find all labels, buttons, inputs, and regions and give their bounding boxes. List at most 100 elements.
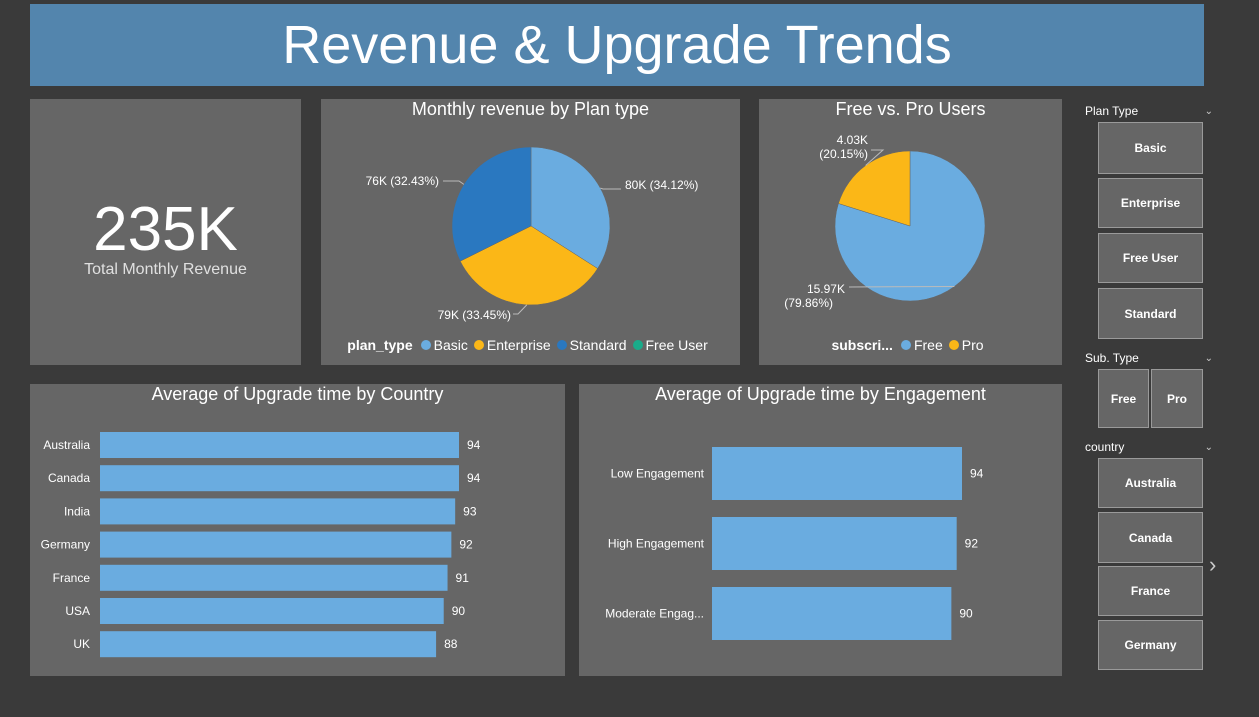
value-label: 88	[444, 637, 458, 651]
category-label: UK	[73, 637, 90, 651]
legend-label: Standard	[569, 337, 627, 353]
legend-title: plan_type	[347, 337, 413, 353]
slicer-header-country[interactable]: country ⌄	[1085, 440, 1215, 454]
chart-title: Free vs. Pro Users	[835, 99, 986, 119]
legend-item-enterprise[interactable]: Enterprise	[473, 337, 551, 353]
pie-chart-plan: 80K (34.12%) 79K (33.45%) 76K (32.43%)	[366, 146, 698, 322]
kpi-label: Total Monthly Revenue	[84, 261, 247, 278]
page-title: Revenue & Upgrade Trends	[282, 15, 952, 75]
data-label: 76K (32.43%)	[366, 174, 439, 188]
chart-revenue-by-plan[interactable]: Monthly revenue by Plan type 80K (34.12%…	[321, 99, 740, 365]
bar-australia[interactable]	[100, 432, 459, 458]
bar-france[interactable]	[100, 564, 448, 591]
leader-line	[513, 304, 528, 315]
slicer-option-basic[interactable]: Basic	[1098, 122, 1203, 174]
data-label: (79.86%)	[784, 296, 833, 310]
bar-chart-country: Australia 94 Canada 94 India 93 Germany 92 Franc…	[41, 432, 481, 658]
slicer-option-france[interactable]: France	[1098, 566, 1203, 616]
legend-dot	[900, 340, 911, 350]
kpi-card-total-revenue[interactable]: 235K Total Monthly Revenue	[30, 99, 301, 365]
slicer-option-free[interactable]: Free	[1098, 369, 1149, 428]
slicer-option-free-user[interactable]: Free User	[1098, 233, 1203, 283]
chevron-right-icon[interactable]: ›	[1209, 552, 1217, 577]
legend-item-free-user[interactable]: Free User	[632, 337, 708, 353]
bar-uk[interactable]	[100, 631, 437, 658]
data-label: 15.97K	[807, 282, 845, 296]
slicer-option-australia[interactable]: Australia	[1098, 458, 1203, 508]
slicer-title: Plan Type	[1085, 104, 1139, 118]
slicer-option-standard[interactable]: Standard	[1098, 288, 1203, 339]
slicer-option-enterprise[interactable]: Enterprise	[1098, 178, 1203, 228]
chart-upgrade-by-country[interactable]: Average of Upgrade time by Country Austr…	[30, 384, 565, 676]
slicer-header-plan-type[interactable]: Plan Type ⌄	[1085, 104, 1215, 118]
value-label: 92	[965, 537, 979, 551]
legend-item-basic[interactable]: Basic	[420, 337, 468, 353]
legend-dot	[632, 340, 643, 350]
value-label: 90	[959, 607, 973, 621]
title-banner: Revenue & Upgrade Trends	[30, 4, 1204, 86]
legend-label: Pro	[961, 337, 984, 353]
slicer-title: Sub. Type	[1085, 351, 1139, 365]
value-label: 94	[970, 467, 984, 481]
category-label: Germany	[41, 538, 90, 552]
bar-chart-engagement: Low Engagement 94 High Engagement 92 Moderat…	[605, 447, 984, 640]
slicer-option-pro[interactable]: Pro	[1151, 369, 1203, 428]
pie-chart-subscription: 15.97K(79.86%) 4.03K(20.15%)	[784, 133, 986, 310]
leader-line	[600, 187, 621, 190]
legend-label: Enterprise	[486, 337, 551, 353]
chart-upgrade-by-engagement[interactable]: Average of Upgrade time by Engagement Lo…	[579, 384, 1062, 676]
legend-item-pro[interactable]: Pro	[948, 337, 984, 353]
legend-plan-type: plan_type Basic Enterprise Standard Free…	[321, 337, 740, 353]
chevron-down-icon[interactable]: ⌄	[1204, 352, 1213, 364]
legend-dot	[948, 340, 959, 350]
chevron-down-icon[interactable]: ⌄	[1204, 105, 1213, 117]
bar-germany[interactable]	[100, 531, 452, 558]
pie-slice-basic[interactable]	[530, 146, 611, 269]
value-label: 92	[459, 538, 473, 552]
leader-line	[443, 180, 465, 185]
category-label: High Engagement	[608, 537, 705, 551]
bar-high-engagement[interactable]	[712, 517, 957, 570]
value-label: 93	[463, 504, 477, 518]
legend-label: Free User	[645, 337, 708, 353]
chart-title: Average of Upgrade time by Country	[151, 384, 444, 404]
leader-line	[865, 149, 885, 166]
category-label: Australia	[43, 438, 90, 452]
data-label: 79K (33.45%)	[438, 308, 511, 322]
slicer-option-germany[interactable]: Germany	[1098, 620, 1203, 670]
slicer-option-canada[interactable]: Canada	[1098, 512, 1203, 563]
bar-india[interactable]	[100, 498, 456, 525]
bar-low-engagement[interactable]	[712, 447, 962, 500]
legend-item-standard[interactable]: Standard	[556, 337, 627, 353]
chart-title: Average of Upgrade time by Engagement	[655, 384, 986, 404]
leader-line	[848, 285, 955, 288]
category-label: Canada	[48, 471, 90, 485]
kpi-value: 235K	[93, 195, 238, 264]
data-label: (20.15%)	[819, 147, 868, 161]
chart-title: Monthly revenue by Plan type	[411, 99, 650, 119]
legend-dot	[473, 340, 484, 350]
category-label: India	[64, 504, 90, 518]
value-label: 94	[467, 438, 481, 452]
slicer-header-sub-type[interactable]: Sub. Type ⌄	[1085, 351, 1215, 365]
slicer-title: country	[1085, 440, 1125, 454]
legend-label: Basic	[433, 337, 468, 353]
legend-dot	[556, 340, 567, 350]
legend-title: subscri...	[831, 337, 893, 353]
chart-free-vs-pro[interactable]: Free vs. Pro Users 15.97K (79.86%) 4.03K (2…	[759, 99, 1062, 365]
category-label: USA	[65, 604, 90, 618]
bar-usa[interactable]	[100, 598, 444, 624]
pie-slice-enterprise[interactable]	[459, 225, 598, 306]
category-label: France	[53, 571, 91, 585]
data-label: 4.03K	[837, 133, 868, 147]
legend-label: Free	[913, 337, 943, 353]
category-label: Moderate Engag...	[605, 607, 704, 621]
legend-subscription: subscri... Free Pro	[759, 337, 1062, 353]
bar-canada[interactable]	[100, 465, 459, 492]
value-label: 91	[456, 571, 470, 585]
bar-moderate-engag-[interactable]	[712, 587, 952, 640]
value-label: 94	[467, 471, 481, 485]
data-label: 80K (34.12%)	[625, 178, 698, 192]
chevron-down-icon[interactable]: ⌄	[1204, 441, 1213, 453]
legend-item-free[interactable]: Free	[900, 337, 943, 353]
